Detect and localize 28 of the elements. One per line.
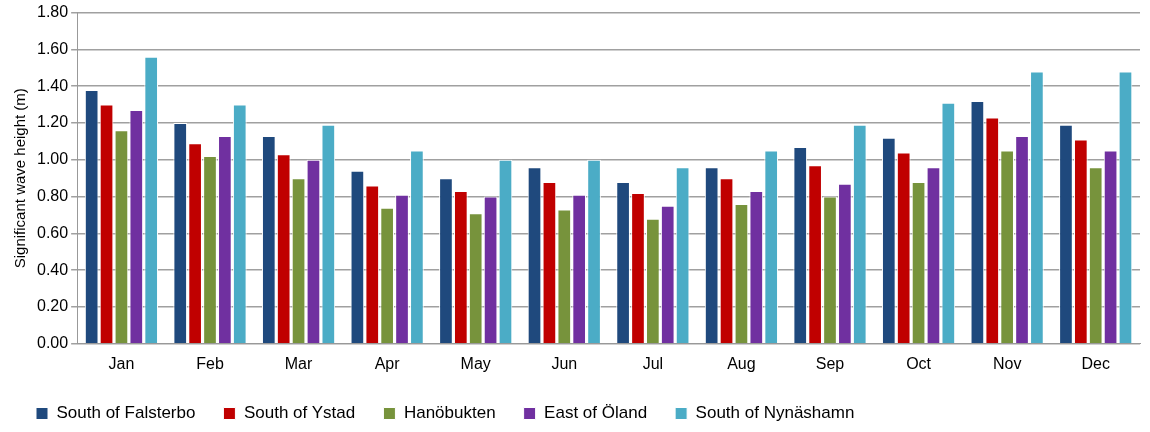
x-tick-label: Mar <box>284 354 314 372</box>
y-tick-label: 0.80 <box>37 187 69 205</box>
legend-label: East of Öland <box>544 403 648 423</box>
legend-label: South of Falsterbo <box>56 403 196 423</box>
x-tick-label: Aug <box>727 354 756 372</box>
y-tick-label: 1.40 <box>37 76 69 94</box>
x-tick-label: Oct <box>906 354 932 372</box>
x-tick-label: May <box>460 354 491 372</box>
y-tick-label: 1.80 <box>37 3 69 21</box>
x-tick-label: Nov <box>992 354 1022 372</box>
y-tick-label: 0.40 <box>37 260 69 278</box>
x-tick-label: Dec <box>1081 354 1110 372</box>
y-tick-label: 1.00 <box>37 150 69 168</box>
legend-label: Hanöbukten <box>403 403 496 423</box>
y-tick-label: 1.20 <box>37 113 69 131</box>
x-tick-label: Feb <box>196 354 224 372</box>
legend-label: South of Ystad <box>243 403 356 423</box>
x-tick-label: Sep <box>815 354 845 372</box>
legend-label: South of Nynäshamn <box>695 403 855 423</box>
x-tick-label: Jul <box>642 354 664 372</box>
y-tick-label: 0.60 <box>37 223 69 241</box>
x-tick-label: Jun <box>551 354 578 372</box>
y-tick-label: 0.20 <box>37 297 69 315</box>
y-axis-title: Significant wave height (m) <box>11 88 29 269</box>
y-tick-label: 0.00 <box>37 334 69 352</box>
y-tick-label: 1.60 <box>37 39 69 57</box>
x-tick-label: Apr <box>374 354 401 372</box>
x-tick-label: Jan <box>108 354 135 372</box>
